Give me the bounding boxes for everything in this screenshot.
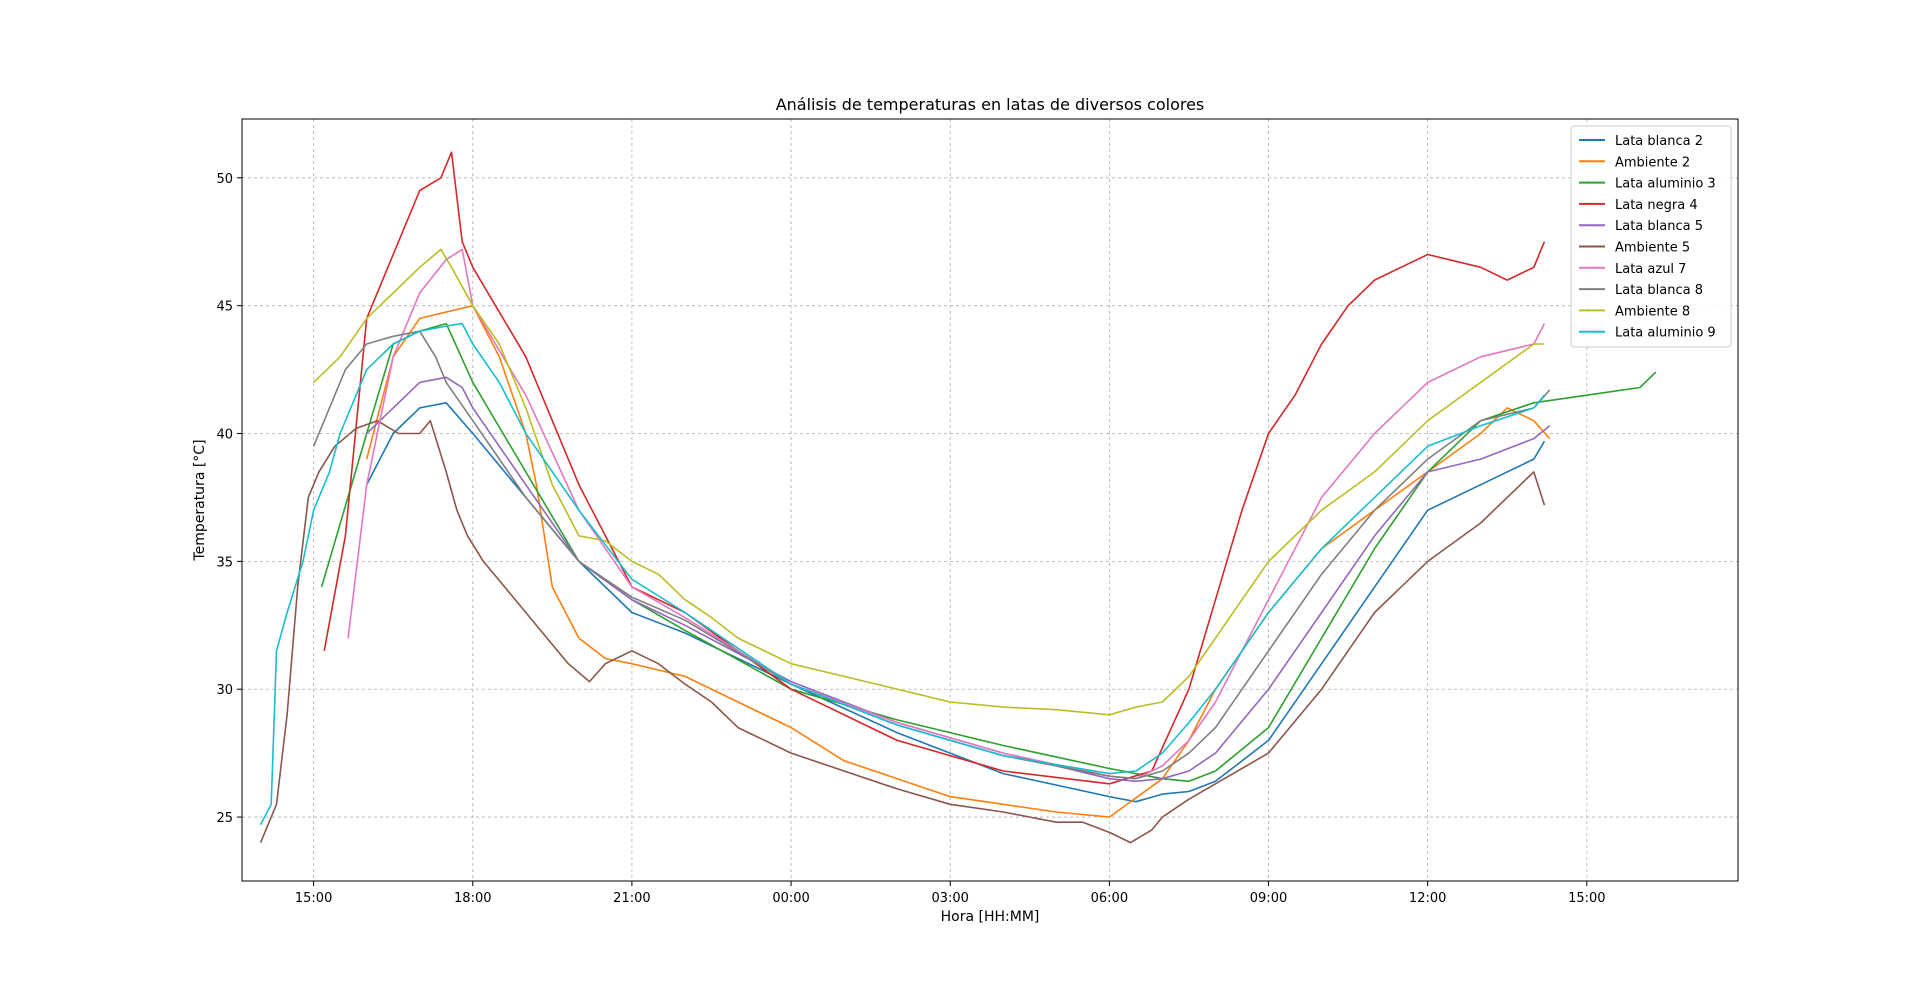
x-axis-label: Hora [HH:MM] bbox=[941, 909, 1040, 925]
y-tick-label: 40 bbox=[216, 428, 233, 443]
y-tick-label: 35 bbox=[216, 555, 233, 570]
x-tick-label: 09:00 bbox=[1250, 891, 1287, 906]
series-group bbox=[259, 151, 1657, 844]
series-line-6 bbox=[259, 419, 1546, 844]
legend-entry: Lata negra 4 bbox=[1615, 198, 1698, 213]
x-tick-label: 18:00 bbox=[454, 891, 491, 906]
y-tick-label: 30 bbox=[216, 683, 233, 698]
x-tick-label: 15:00 bbox=[1568, 891, 1605, 906]
x-tick-label: 21:00 bbox=[613, 891, 650, 906]
legend-entry: Lata blanca 8 bbox=[1615, 283, 1703, 298]
series-line-10 bbox=[259, 322, 1546, 826]
series-line-2 bbox=[365, 304, 1551, 818]
legend-entry: Lata aluminio 3 bbox=[1615, 177, 1716, 192]
x-tick-label: 00:00 bbox=[772, 891, 809, 906]
series-line-4 bbox=[323, 151, 1546, 785]
x-tick-label: 12:00 bbox=[1409, 891, 1446, 906]
y-tick-label: 25 bbox=[216, 811, 233, 826]
legend-box bbox=[1570, 125, 1732, 348]
x-tick-label: 15:00 bbox=[295, 891, 332, 906]
y-axis-label: Temperatura [°C] bbox=[192, 439, 208, 561]
plot-frame bbox=[241, 118, 1739, 882]
x-tick-label: 03:00 bbox=[931, 891, 968, 906]
legend-entry: Ambiente 5 bbox=[1615, 241, 1690, 256]
legend-entry: Lata blanca 5 bbox=[1615, 219, 1703, 234]
legend-entry: Lata azul 7 bbox=[1615, 262, 1686, 277]
legend-entry: Ambiente 2 bbox=[1615, 155, 1690, 170]
y-tick-label: 45 bbox=[216, 300, 233, 315]
series-line-1 bbox=[365, 402, 1546, 803]
legend-entry: Ambiente 8 bbox=[1615, 304, 1690, 319]
x-tick-label: 06:00 bbox=[1091, 891, 1128, 906]
axis-ticks: 15:00 18:00 21:00 00:00 03:00 06:00 09:00 12:00… bbox=[216, 172, 1605, 906]
legend-entry: Lata blanca 2 bbox=[1615, 134, 1703, 149]
legend: Lata blanca 2 Ambiente 2 Lata aluminio 3 La… bbox=[1570, 125, 1732, 348]
chart-title: Análisis de temperaturas en latas de div… bbox=[776, 95, 1205, 114]
series-line-7 bbox=[347, 248, 1546, 780]
series-line-9 bbox=[313, 248, 1545, 716]
y-tick-label: 50 bbox=[216, 172, 233, 187]
legend-entry: Lata aluminio 9 bbox=[1615, 326, 1716, 341]
